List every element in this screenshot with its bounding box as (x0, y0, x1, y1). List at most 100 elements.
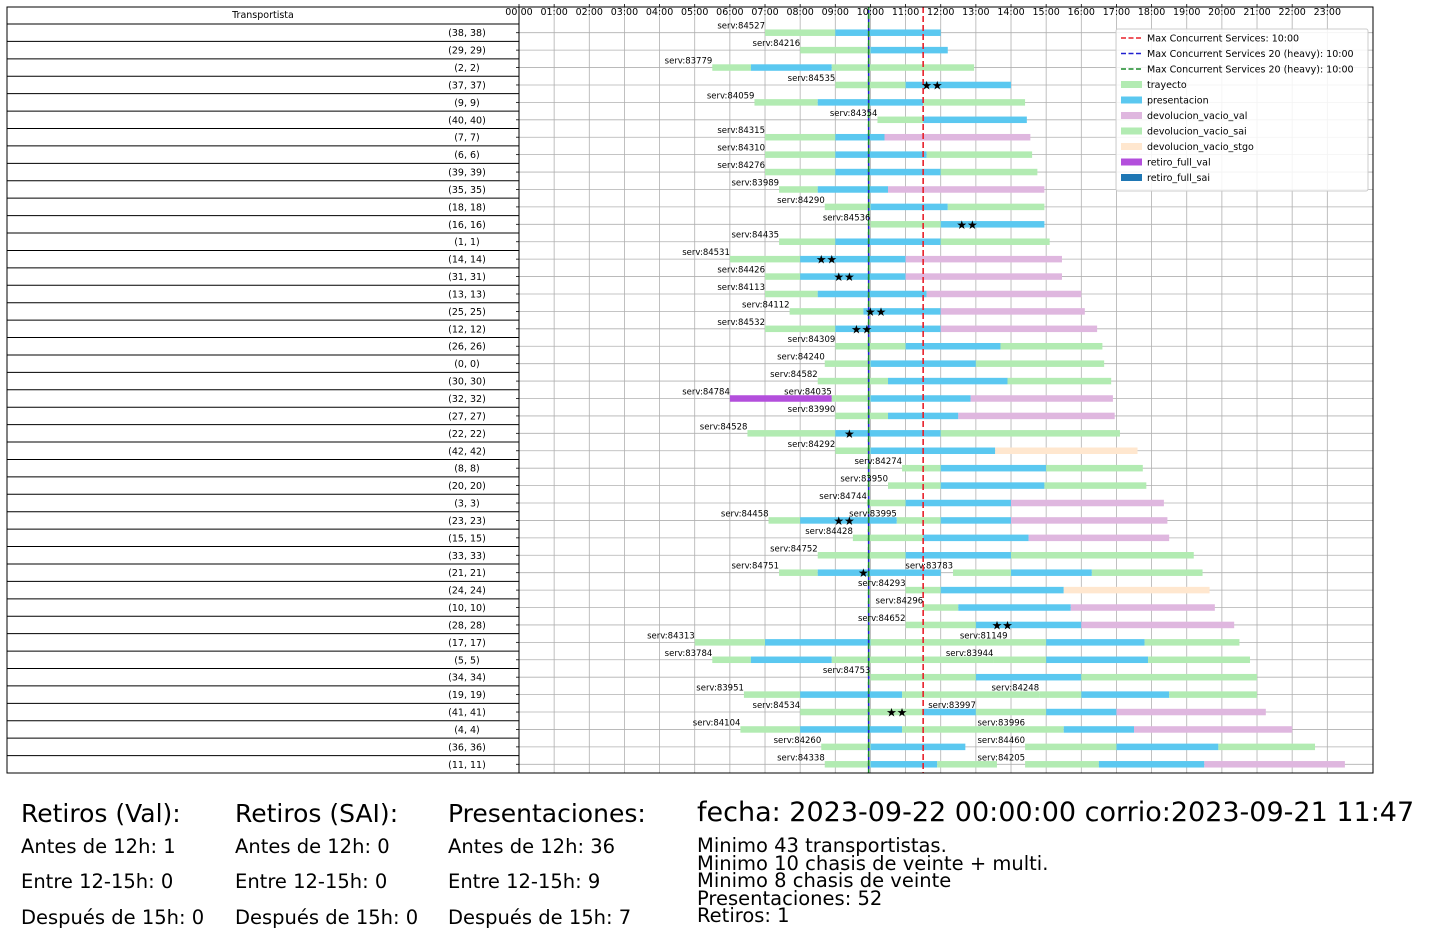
star-marker: ★ (858, 566, 869, 580)
bar-segment (1116, 708, 1266, 716)
bar-segment (817, 552, 906, 559)
bar-segment (768, 517, 801, 524)
star-marker: ★ (844, 514, 855, 528)
service-label: serv:83944 (946, 649, 994, 659)
service-label: serv:84460 (977, 736, 1025, 746)
retiros-sai-title: Retiros (SAI): (235, 799, 399, 828)
bar-segment (1044, 482, 1147, 489)
service-label: serv:84059 (707, 91, 755, 101)
service-label: serv:81149 (960, 631, 1008, 641)
transportista-table: Transportista (38, 38) (29, 29) (2, 2) (37, … (6, 6, 520, 774)
legend-entry-label: devolucion_vacio_val (1147, 111, 1247, 122)
bar-segment (729, 395, 832, 402)
service-bars (694, 29, 1345, 768)
bar-segment (905, 342, 1001, 350)
bar-segment (831, 395, 871, 402)
transportista-label: (34, 34) (448, 673, 486, 684)
bar-segment (765, 133, 836, 141)
service-label: serv:83950 (840, 475, 888, 485)
bar-segment (940, 586, 1064, 594)
service-label: serv:84276 (717, 161, 765, 171)
x-tick-label: 04:00 (646, 7, 673, 18)
bar-segment (905, 273, 1062, 280)
star-marker: ★ (992, 618, 1003, 632)
service-label: serv:84113 (717, 283, 765, 293)
x-tick-label: 21:00 (1243, 7, 1270, 18)
bar-segment (905, 499, 1012, 507)
bar-segment (940, 464, 1047, 472)
bar-segment (947, 203, 1045, 211)
legend-entry-label: retiro_full_val (1147, 158, 1211, 169)
bar-segment (926, 151, 1033, 158)
star-marker: ★ (844, 270, 855, 284)
presentaciones-title: Presentaciones: (448, 799, 646, 828)
star-marker: ★ (844, 427, 855, 441)
bar-segment (1028, 534, 1170, 542)
bar-segment (835, 168, 941, 176)
star-marker: ★ (865, 305, 876, 319)
legend-entry-label: devolucion_vacio_sai (1147, 127, 1247, 138)
bar-segment (800, 273, 906, 280)
bar-segment (1007, 639, 1047, 646)
x-tick-label: 08:00 (786, 7, 813, 18)
bar-segment (940, 430, 1120, 437)
service-label: serv:84292 (788, 440, 836, 450)
service-label: serv:83989 (731, 178, 779, 188)
bar-segment (905, 552, 1012, 559)
transportista-label: (28, 28) (448, 620, 486, 631)
bar-segment (831, 64, 975, 71)
bar-segment (1063, 726, 1135, 733)
bar-segment (765, 168, 836, 176)
bar-segment (817, 99, 924, 106)
bar-segment (729, 255, 801, 263)
bar-segment (835, 29, 941, 36)
service-label: serv:83990 (788, 405, 836, 415)
service-label: serv:84527 (717, 22, 765, 32)
transportista-label: (4, 4) (454, 725, 480, 736)
presentaciones-despues: Después de 15h: 7 (448, 906, 632, 929)
legend-color-swatch (1121, 127, 1142, 135)
bar-segment (923, 534, 1029, 542)
bar-segment (975, 621, 1082, 629)
transportista-label: (32, 32) (448, 394, 486, 405)
bar-segment (835, 133, 885, 141)
transportista-label: (16, 16) (448, 220, 486, 231)
service-label: serv:83997 (928, 701, 976, 711)
star-marker: ★ (816, 253, 827, 267)
summary-min-chasis-veinte: Minimo 8 chasis de veinte (697, 869, 952, 893)
service-label: serv:84338 (777, 753, 825, 763)
transportista-label: (26, 26) (448, 342, 486, 353)
bar-segment (1011, 517, 1168, 524)
bar-segment (902, 464, 941, 472)
bar-segment (905, 81, 1012, 89)
service-label: serv:84531 (682, 248, 730, 258)
legend-color-swatch (1121, 112, 1142, 119)
x-tick-label: 22:00 (1278, 7, 1305, 18)
bar-segment (953, 569, 1012, 576)
service-label: serv:84240 (777, 353, 825, 363)
transportista-label: (21, 21) (448, 568, 486, 579)
bar-segment (888, 377, 1008, 385)
bar-segment (831, 656, 994, 664)
bar-segment (750, 64, 832, 71)
service-label: serv:84532 (717, 318, 765, 328)
transportista-label: (13, 13) (448, 289, 486, 300)
bar-segment (765, 29, 836, 36)
star-marker: ★ (833, 270, 844, 284)
bar-segment (902, 691, 1040, 698)
fecha-corrio-header: fecha: 2023-09-22 00:00:00 corrio:2023-0… (697, 797, 1415, 828)
x-tick-label: 16:00 (1068, 7, 1095, 18)
star-marker: ★ (851, 322, 862, 336)
service-label: serv:84751 (731, 562, 779, 572)
bar-segment (1011, 499, 1164, 507)
legend-entry-label: Max Concurrent Services 20 (heavy): 10:0… (1147, 49, 1354, 60)
transportista-label: (30, 30) (448, 377, 486, 388)
summary-min-transportistas: Minimo 43 transportistas. (697, 834, 947, 857)
service-label: serv:84216 (753, 39, 801, 49)
bar-segment (870, 639, 1008, 646)
legend-entry-label: devolucion_vacio_stgo (1147, 142, 1254, 153)
transportista-label: (0, 0) (454, 359, 480, 370)
transportista-label: (14, 14) (448, 255, 486, 266)
bar-segment (905, 586, 941, 594)
bar-segment (712, 656, 751, 664)
